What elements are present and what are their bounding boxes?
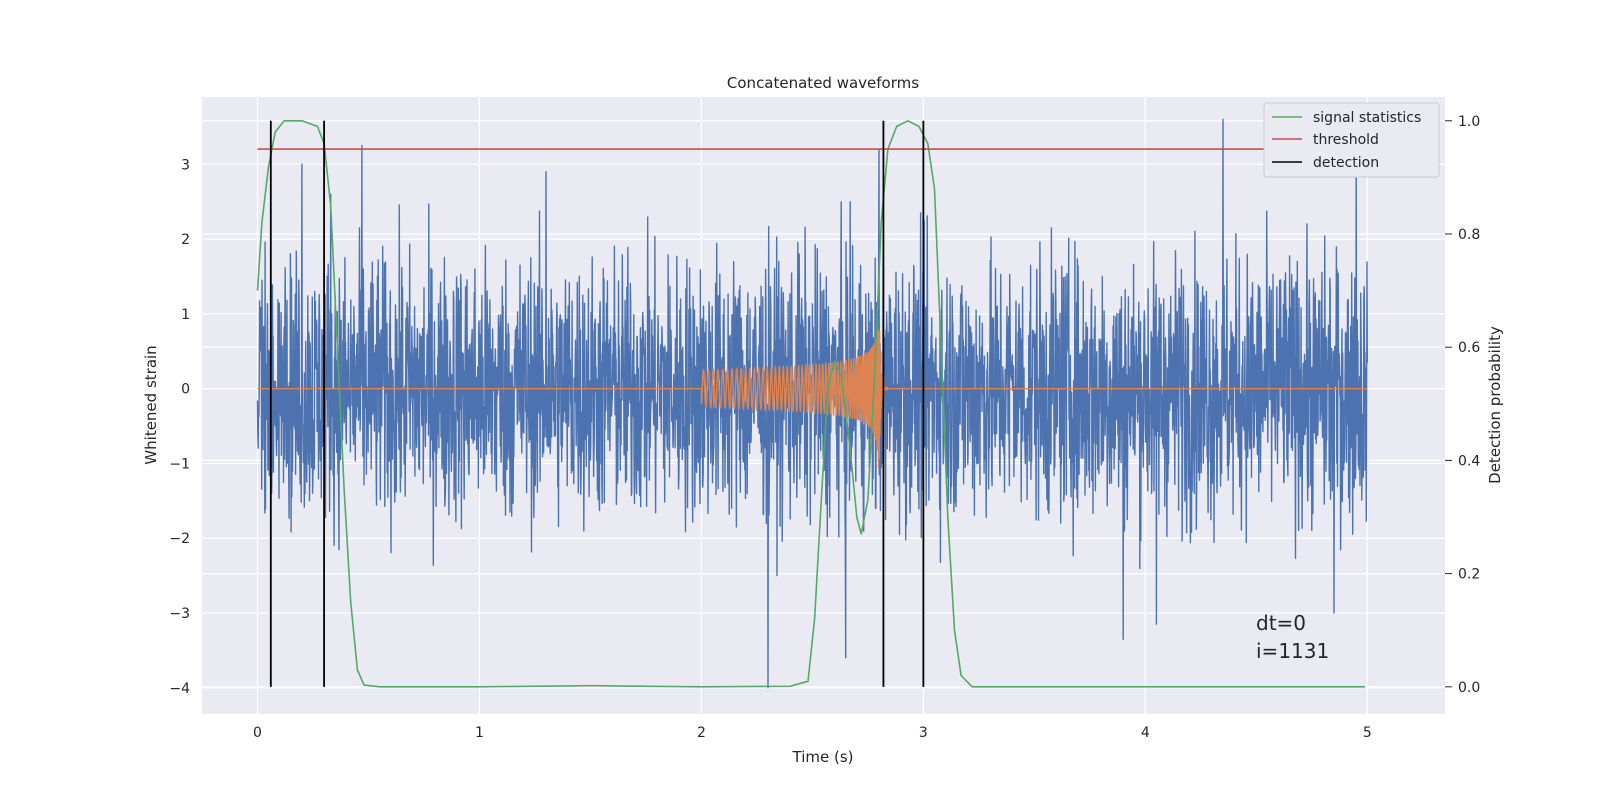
y-tick-label: 2 [181,232,190,248]
x-axis-label: Time (s) [792,748,854,766]
annotation-dt: dt=0 [1256,611,1306,635]
y-axis-label: Whitened strain [142,345,160,464]
x-tick-label: 5 [1363,725,1372,741]
chirp-series [257,329,1368,469]
y-tick-label: 1 [181,307,190,323]
y-tick-label: −2 [169,531,190,547]
y-right-tick-label: 0.4 [1458,453,1480,469]
y-tick-label: −3 [169,606,190,622]
y-axis-ticks: −4 −3 −2 −1 0 1 2 3 [169,157,190,697]
y-tick-label: −1 [169,456,190,472]
y-axis-right-ticks: 0.0 0.2 0.4 0.6 0.8 1.0 [1445,114,1480,696]
y-tick-label: 0 [181,382,190,398]
y-right-tick-label: 0.8 [1458,227,1480,243]
x-tick-label: 4 [1141,725,1150,741]
y-right-tick-label: 0.2 [1458,567,1480,583]
y-right-tick-label: 1.0 [1458,114,1480,130]
x-tick-label: 0 [253,725,262,741]
left-series-layer [256,118,1368,689]
y-axis-right-label: Detection probability [1486,326,1504,484]
x-tick-label: 3 [919,725,928,741]
right-series-layer [256,120,1390,688]
x-axis-ticks: 0 1 2 3 4 5 [253,725,1372,741]
y-right-tick-label: 0.0 [1458,680,1480,696]
legend-box [1263,102,1440,178]
y-right-tick-label: 0.6 [1458,340,1480,356]
annotation-index: i=1131 [1256,639,1329,663]
legend-label-signal-statistics: signal statistics [1313,110,1421,126]
legend: signal statistics threshold detection [1263,102,1440,178]
x-tick-label: 2 [697,725,706,741]
legend-label-threshold: threshold [1313,132,1379,148]
y-tick-label: 3 [181,157,190,173]
chart-title: Concatenated waveforms [727,74,919,92]
series-signal-statistics [256,120,1366,688]
noise-series [256,118,1368,689]
x-tick-label: 1 [475,725,484,741]
legend-label-detection: detection [1313,155,1379,171]
y-tick-label: −4 [169,681,190,697]
